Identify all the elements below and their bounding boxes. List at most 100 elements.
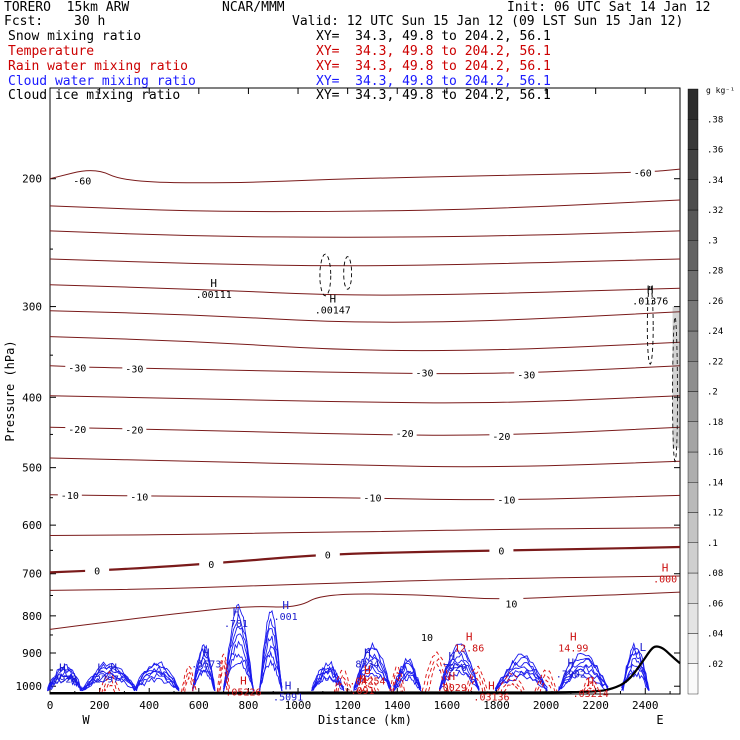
cloud-water-contour — [494, 668, 548, 692]
extrema-mark: H — [568, 657, 575, 670]
x-tick-label: 1000 — [285, 699, 312, 712]
cloud-water-contour — [82, 672, 138, 692]
forecast-hours: 30 h — [74, 14, 106, 29]
rain-contour — [392, 676, 402, 694]
cloud-water-contour — [259, 628, 283, 691]
x-tick-label: 1200 — [334, 699, 361, 712]
temperature-contour-label: 0 — [208, 560, 214, 571]
temperature-contour — [49, 426, 681, 436]
x-tick-label: 2200 — [582, 699, 609, 712]
temperature-contour-label: -60 — [73, 176, 91, 187]
field-name-temperature: Temperature — [8, 44, 95, 59]
contour-label-bg — [65, 422, 90, 434]
extrema-mark: H — [285, 679, 292, 692]
extrema-value: .03136 — [473, 692, 509, 703]
contour-label-bg — [392, 427, 417, 439]
colorbar-bin — [687, 330, 699, 362]
rain-contour — [424, 657, 449, 693]
cloud-water-contour — [259, 650, 283, 692]
extrema-value: .781 — [224, 619, 248, 630]
contour-label-bg — [57, 488, 82, 500]
rain-contour — [470, 677, 484, 694]
extrema-mark: H — [210, 277, 217, 290]
colorbar-tick-label: .24 — [707, 327, 723, 337]
colorbar-bin — [687, 421, 699, 453]
extrema-value: .5573 — [191, 659, 221, 670]
extrema-mark: H — [587, 676, 594, 689]
cloud-water-contours — [47, 603, 650, 692]
colorbar-bin — [687, 512, 699, 543]
snow-contour — [672, 316, 678, 463]
cloud-water-contour — [223, 659, 254, 692]
snow-contours — [319, 253, 680, 463]
rain-contour — [181, 665, 197, 693]
contour-label-bg — [489, 429, 514, 441]
chart-header: TORERO 15km ARW NCAR/MMM Init: 06 UTC Sa… — [0, 0, 740, 103]
rain-contour — [390, 671, 404, 693]
temperature-contour — [49, 591, 681, 630]
y-tick-label: 700 — [22, 568, 42, 581]
rain-contour — [184, 675, 194, 693]
contour-label-bg — [494, 493, 519, 505]
cloud-water-contour — [47, 672, 83, 692]
x-tick-label: 200 — [90, 699, 110, 712]
extrema-mark: H — [59, 662, 66, 675]
y-tick-label: 200 — [22, 173, 42, 186]
temperature-contour — [49, 230, 681, 238]
extrema-mark: H — [203, 646, 210, 659]
colorbar-bin — [687, 633, 699, 664]
field-name-cloud-water: Cloud water mixing ratio — [8, 74, 196, 89]
extrema-value: .2928 — [47, 675, 77, 686]
temperature-contour-label: 0 — [94, 567, 100, 578]
field-name-cloud-ice: Cloud ice mixing ratio — [8, 88, 181, 103]
terrain-line — [50, 645, 681, 695]
contour-label-bg — [65, 361, 90, 373]
extrema-mark: H — [359, 673, 366, 686]
cloud-water-contour — [558, 657, 609, 692]
rain-contour — [536, 673, 556, 692]
cloud-water-contour — [558, 658, 609, 692]
rain-contour — [428, 663, 446, 693]
cloud-water-contour — [82, 676, 138, 691]
rain-contour — [335, 673, 350, 692]
org-label: NCAR/MMM — [222, 0, 285, 15]
colorbar-tick-label: .22 — [707, 357, 723, 367]
rain-contour — [219, 662, 228, 694]
cloud-water-contour — [558, 668, 609, 691]
cloud-water-contour — [558, 673, 609, 692]
temperature-contour-label: -30 — [68, 364, 86, 375]
rain-contour — [218, 658, 229, 693]
cloud-water-contour — [133, 661, 180, 691]
extrema-value: 12.86 — [454, 643, 484, 654]
x-tick-label: 400 — [139, 699, 159, 712]
temperature-contour-label: -10 — [61, 491, 79, 502]
east-end-label: E — [656, 713, 663, 727]
colorbar-bin — [687, 482, 699, 513]
y-axis-label: Pressure (hPa) — [3, 340, 17, 441]
extrema-value: 8334 — [355, 659, 379, 670]
extrema-value: 2797 — [95, 675, 119, 686]
colorbar-tick-label: .08 — [707, 569, 723, 579]
colorbar-tick-label: .02 — [707, 660, 723, 670]
extrema-value: .7926 — [437, 663, 467, 674]
y-tick-label: 600 — [22, 519, 42, 532]
extrema-value: .000 — [653, 574, 677, 585]
colorbar-tick-label: .26 — [707, 297, 723, 307]
cloud-water-contour — [47, 677, 83, 692]
cloud-water-contour — [47, 670, 83, 692]
rain-contour — [216, 653, 231, 692]
extrema-value: .091 — [350, 686, 374, 697]
colorbar-tick-label: .34 — [707, 176, 723, 186]
x-axis-label: Distance (km) — [318, 713, 412, 727]
y-tick-label: 900 — [22, 647, 42, 660]
cloud-water-contour — [259, 658, 283, 691]
cloud-water-contour — [353, 663, 392, 689]
colorbar-bin — [687, 88, 699, 120]
cloud-water-contour — [192, 643, 216, 692]
temperature-contour — [49, 168, 681, 184]
colorbar-bin — [687, 361, 699, 392]
rain-contour — [581, 675, 600, 694]
colorbar-bin — [687, 149, 699, 180]
rain-contour — [358, 678, 377, 693]
forecast-label: Fcst: — [4, 14, 44, 29]
